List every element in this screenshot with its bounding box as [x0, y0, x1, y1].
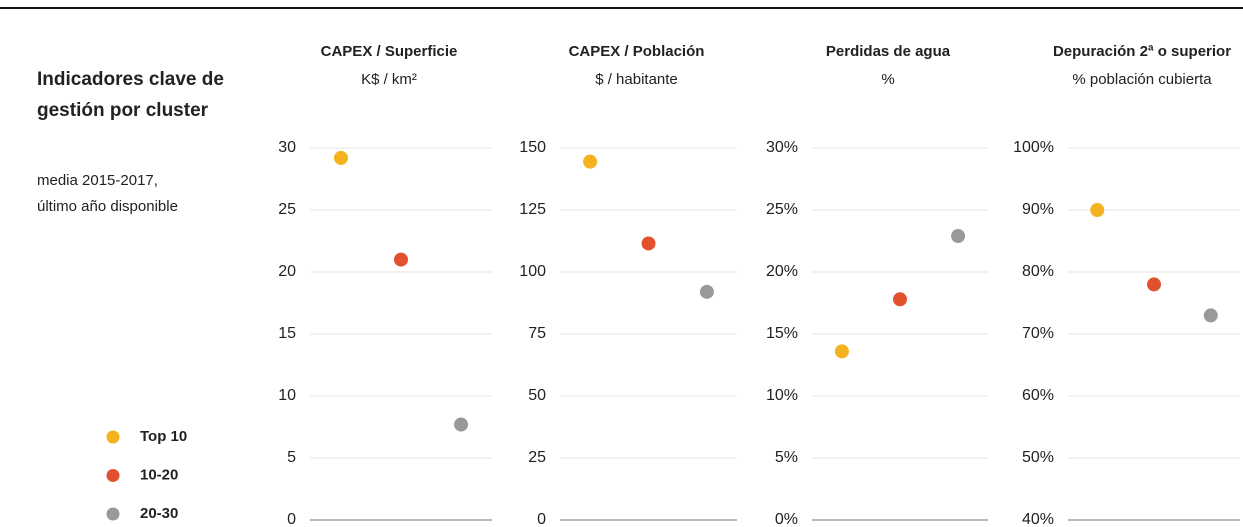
y-tick-label: 25 — [528, 449, 546, 466]
chart-title: CAPEX / Superficie — [321, 43, 458, 60]
dot — [1090, 203, 1105, 217]
y-tick-label: 20% — [766, 263, 798, 280]
chart-subtitle: % — [881, 71, 894, 88]
y-tick-label: 30% — [766, 139, 798, 156]
y-tick-label: 75 — [528, 325, 546, 342]
legend-marker — [106, 430, 120, 444]
dot — [1147, 277, 1161, 292]
y-tick-label: 10% — [766, 387, 798, 404]
chart-subtitle: K$ / km² — [361, 71, 417, 88]
y-tick-label: 70% — [1022, 325, 1054, 342]
legend-label: Top 10 — [140, 428, 187, 445]
y-tick-label: 150 — [519, 139, 546, 156]
main-subtitle: último año disponible — [37, 198, 178, 215]
y-tick-label: 125 — [519, 201, 546, 218]
y-tick-label: 100 — [519, 263, 546, 280]
y-tick-label: 0% — [775, 511, 798, 527]
y-tick-label: 25 — [278, 201, 296, 218]
y-tick-label: 100% — [1013, 139, 1054, 156]
dot — [834, 344, 849, 359]
y-tick-label: 90% — [1022, 201, 1054, 218]
y-tick-label: 15% — [766, 325, 798, 342]
legend-marker — [106, 469, 120, 482]
y-tick-label: 80% — [1022, 263, 1054, 280]
dot — [699, 284, 714, 299]
y-tick-label: 40% — [1022, 511, 1054, 527]
chart-title: Perdidas de agua — [826, 43, 951, 60]
dot — [454, 417, 469, 432]
dot — [394, 252, 408, 267]
dot — [951, 229, 966, 244]
y-tick-label: 5% — [775, 449, 798, 466]
dot — [583, 154, 598, 169]
main-title: Indicadores clave de — [37, 69, 224, 90]
chart-subtitle: % población cubierta — [1072, 71, 1212, 88]
dot — [893, 292, 907, 307]
y-tick-label: 50% — [1022, 449, 1054, 466]
y-tick-label: 50 — [528, 387, 546, 404]
y-tick-label: 5 — [287, 449, 296, 466]
y-tick-label: 25% — [766, 201, 798, 218]
dot — [1203, 308, 1218, 323]
dot — [641, 236, 656, 251]
dot — [333, 150, 348, 165]
chart-title: CAPEX / Población — [569, 43, 705, 60]
main-title: gestión por cluster — [37, 100, 209, 121]
legend-label: 10-20 — [140, 466, 178, 483]
y-tick-label: 15 — [278, 325, 296, 342]
main-subtitle: media 2015-2017, — [37, 172, 158, 189]
legend-label: 20-30 — [140, 505, 178, 522]
y-tick-label: 0 — [287, 511, 296, 527]
legend-marker — [106, 507, 120, 521]
y-tick-label: 10 — [278, 387, 296, 404]
chart-subtitle: $ / habitante — [595, 71, 678, 88]
y-tick-label: 20 — [278, 263, 296, 280]
y-tick-label: 0 — [537, 511, 546, 527]
chart-title: Depuración 2ª o superior — [1053, 43, 1231, 60]
y-tick-label: 30 — [278, 139, 296, 156]
y-tick-label: 60% — [1022, 387, 1054, 404]
